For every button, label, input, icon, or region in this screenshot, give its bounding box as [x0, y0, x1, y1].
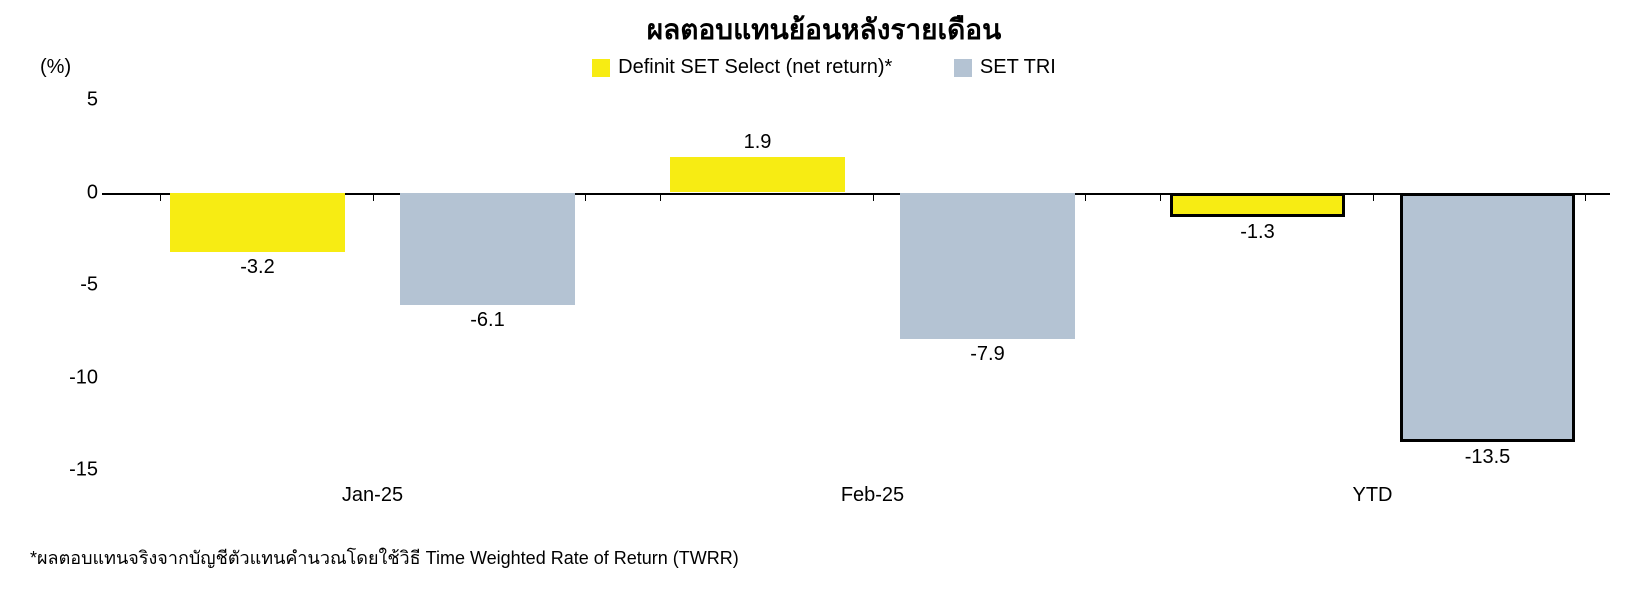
- bar-series-a: [1170, 193, 1345, 217]
- bar-value-label: 1.9: [744, 131, 772, 154]
- legend-label-series-a: Definit SET Select (net return)*: [618, 56, 892, 79]
- bar-series-b: [1400, 193, 1575, 443]
- y-tick-label: -5: [38, 274, 98, 297]
- bar-value-label: -1.3: [1240, 221, 1274, 244]
- x-tick: [373, 193, 374, 201]
- legend-swatch-series-a: [592, 59, 610, 77]
- legend: Definit SET Select (net return)* SET TRI: [0, 56, 1648, 83]
- legend-swatch-series-b: [954, 59, 972, 77]
- bar-value-label: -13.5: [1465, 446, 1511, 469]
- legend-item-series-a: Definit SET Select (net return)*: [592, 56, 892, 79]
- bar-series-b: [900, 193, 1075, 339]
- y-tick-label: -10: [38, 366, 98, 389]
- y-tick-label: -15: [38, 459, 98, 482]
- bar-value-label: -7.9: [970, 343, 1004, 366]
- chart-title: ผลตอบแทนย้อนหลังรายเดือน: [0, 8, 1648, 52]
- bar-value-label: -3.2: [240, 256, 274, 279]
- x-tick: [585, 193, 586, 201]
- x-axis-label: YTD: [1353, 484, 1393, 507]
- bar-series-a: [670, 157, 845, 192]
- x-tick: [660, 193, 661, 201]
- bar-series-a: [170, 193, 345, 252]
- footnote: *ผลตอบแทนจริงจากบัญชีตัวแทนคำนวณโดยใช้วิ…: [30, 543, 739, 572]
- legend-item-series-b: SET TRI: [954, 56, 1056, 79]
- legend-label-series-b: SET TRI: [980, 56, 1056, 79]
- x-tick: [873, 193, 874, 201]
- x-tick: [1585, 193, 1586, 201]
- x-tick: [1160, 193, 1161, 201]
- plot-area: 5 0 -5 -10 -15 Jan-25-3.2-6.1Feb-251.9-7…: [110, 100, 1610, 470]
- x-axis-label: Feb-25: [841, 484, 904, 507]
- x-axis-label: Jan-25: [342, 484, 403, 507]
- x-tick: [1085, 193, 1086, 201]
- x-tick: [160, 193, 161, 201]
- y-tick-label: 0: [38, 181, 98, 204]
- bar-value-label: -6.1: [470, 309, 504, 332]
- x-tick: [1373, 193, 1374, 201]
- bar-series-b: [400, 193, 575, 306]
- y-tick-label: 5: [38, 89, 98, 112]
- chart-page: ผลตอบแทนย้อนหลังรายเดือน (%) Definit SET…: [0, 0, 1648, 590]
